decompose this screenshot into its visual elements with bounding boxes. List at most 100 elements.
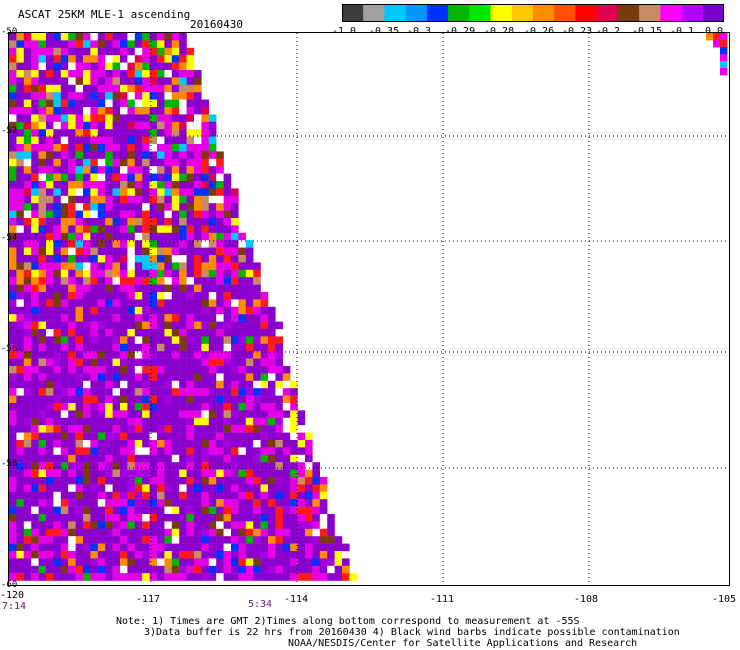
data-cell: [268, 358, 276, 367]
data-cell: [53, 314, 61, 322]
data-cell: [53, 410, 61, 418]
data-cell: [208, 292, 217, 300]
data-cell: [216, 314, 224, 322]
data-cell: [208, 543, 217, 552]
data-cell: [171, 99, 180, 108]
data-cell: [16, 477, 24, 485]
data-cell: [53, 181, 61, 189]
data-cell: [179, 514, 187, 522]
data-cell: [53, 203, 61, 211]
data-cell: [149, 432, 158, 441]
data-cell: [75, 269, 84, 278]
data-cell: [149, 366, 158, 374]
data-cell: [142, 403, 150, 411]
data-cell: [171, 181, 180, 189]
data-cell: [305, 462, 313, 470]
data-cell: [127, 262, 135, 270]
data-cell: [83, 151, 91, 159]
data-cell: [194, 558, 202, 566]
data-cell: [149, 484, 158, 492]
data-cell: [268, 388, 276, 396]
data-cell: [83, 395, 91, 404]
data-cell: [127, 121, 135, 130]
data-cell: [31, 84, 39, 93]
data-cell: [46, 410, 54, 418]
data-cell: [164, 440, 172, 448]
data-cell: [157, 395, 165, 404]
data-cell: [260, 543, 269, 552]
data-cell: [120, 218, 128, 226]
data-cell: [127, 84, 135, 93]
data-cell: [97, 558, 106, 566]
data-cell: [46, 395, 54, 404]
data-cell: [253, 358, 261, 367]
data-cell: [83, 329, 91, 337]
data-cell: [9, 380, 17, 389]
data-cell: [120, 40, 128, 48]
data-cell: [105, 173, 113, 182]
data-cell: [157, 158, 165, 167]
data-cell: [38, 47, 47, 56]
data-cell: [68, 499, 76, 507]
data-cell: [127, 432, 135, 441]
data-cell: [275, 373, 283, 381]
data-cell: [179, 380, 187, 389]
data-cell: [75, 514, 84, 522]
data-cell: [90, 151, 98, 159]
data-cell: [208, 469, 217, 478]
data-cell: [245, 440, 254, 448]
data-cell: [127, 506, 135, 515]
data-cell: [120, 47, 128, 56]
data-cell: [171, 277, 180, 285]
data-cell: [312, 573, 320, 581]
data-cell: [208, 299, 217, 307]
data-cell: [245, 469, 254, 478]
data-cell: [171, 114, 180, 122]
data-cell: [90, 55, 98, 63]
data-cell: [75, 528, 84, 537]
data-cell: [134, 247, 143, 256]
data-cell: [164, 306, 172, 315]
data-cell: [238, 558, 246, 566]
data-cell: [134, 225, 143, 233]
data-cell: [83, 240, 91, 248]
data-cell: [16, 358, 24, 367]
data-cell: [75, 33, 84, 41]
data-cell: [171, 358, 180, 367]
data-cell: [9, 410, 17, 418]
data-cell: [38, 62, 47, 71]
data-cell: [90, 33, 98, 41]
data-cell: [231, 477, 239, 485]
data-cell: [260, 462, 269, 470]
data-cell: [46, 232, 54, 241]
data-cell: [31, 121, 39, 130]
data-cell: [90, 491, 98, 500]
data-cell: [120, 225, 128, 233]
data-cell: [46, 136, 54, 145]
data-cell: [97, 454, 106, 463]
data-cell: [75, 403, 84, 411]
data-cell: [105, 314, 113, 322]
data-cell: [186, 195, 195, 204]
data-cell: [75, 573, 84, 581]
data-cell: [253, 491, 261, 500]
data-cell: [142, 173, 150, 182]
data-cell: [46, 277, 54, 285]
data-cell: [171, 70, 180, 78]
data-cell: [97, 543, 106, 552]
data-cell: [60, 410, 69, 418]
data-cell: [157, 373, 165, 381]
data-cell: [120, 277, 128, 285]
data-cell: [46, 144, 54, 152]
data-cell: [134, 321, 143, 330]
data-cell: [171, 536, 180, 544]
data-cell: [179, 299, 187, 307]
data-cell: [334, 543, 343, 552]
data-cell: [60, 269, 69, 278]
data-cell: [238, 284, 246, 293]
data-cell: [149, 144, 158, 152]
data-cell: [75, 447, 84, 455]
data-cell: [68, 306, 76, 315]
data-cell: [194, 195, 202, 204]
data-cell: [179, 99, 187, 108]
